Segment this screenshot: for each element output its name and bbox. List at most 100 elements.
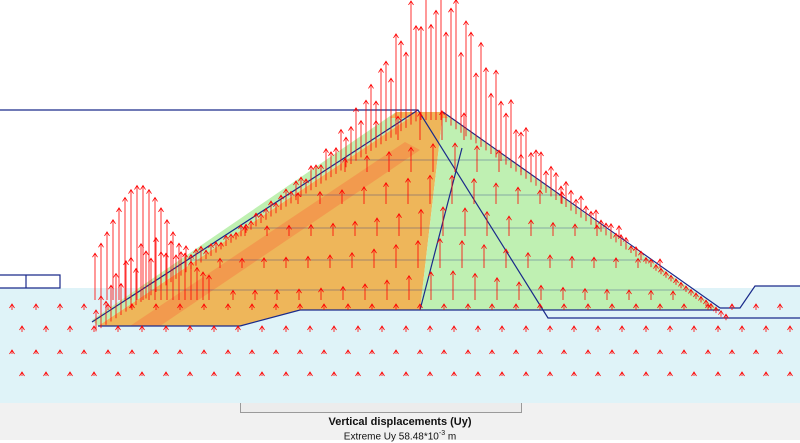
displacement-arrow-icon bbox=[318, 287, 324, 300]
displacement-arrow-icon bbox=[19, 371, 25, 377]
displacement-arrow-icon bbox=[153, 303, 159, 310]
displacement-arrow-icon bbox=[437, 238, 443, 268]
displacement-arrow-icon bbox=[547, 325, 553, 332]
displacement-arrow-icon bbox=[211, 325, 217, 332]
displacement-arrow-icon bbox=[691, 325, 697, 332]
displacement-arrow-icon bbox=[619, 325, 625, 332]
displacement-arrow-icon bbox=[693, 292, 699, 300]
displacement-arrow-icon bbox=[384, 279, 390, 300]
displacement-arrow-icon bbox=[345, 303, 351, 310]
displacement-arrow-icon bbox=[439, 110, 445, 140]
displacement-arrow-icon bbox=[478, 41, 484, 147]
displacement-arrow-icon bbox=[187, 325, 193, 332]
displacement-arrow-icon bbox=[361, 186, 367, 204]
displacement-arrow-icon bbox=[705, 303, 711, 310]
displacement-arrow-icon bbox=[263, 207, 269, 220]
displacement-arrow-icon bbox=[633, 349, 639, 355]
displacement-arrow-icon bbox=[523, 325, 529, 332]
displacement-arrow-icon bbox=[268, 200, 274, 217]
displacement-arrow-icon bbox=[403, 51, 409, 128]
displacement-arrow-icon bbox=[537, 303, 543, 310]
displacement-arrow-icon bbox=[673, 278, 679, 285]
displacement-arrow-icon bbox=[681, 349, 687, 355]
displacement-arrow-icon bbox=[763, 325, 769, 332]
displacement-arrow-icon bbox=[483, 67, 489, 151]
displacement-arrow-icon bbox=[396, 212, 402, 236]
displacement-arrow-icon bbox=[787, 371, 793, 377]
displacement-arrow-icon bbox=[286, 224, 292, 236]
displacement-arrow-icon bbox=[253, 212, 259, 227]
displacement-arrow-icon bbox=[427, 371, 433, 377]
displacement-arrow-icon bbox=[230, 289, 236, 300]
displacement-arrow-icon bbox=[198, 245, 204, 263]
displacement-arrow-icon bbox=[33, 303, 39, 310]
displacement-arrow-icon bbox=[239, 257, 245, 268]
displacement-arrow-icon bbox=[653, 263, 659, 271]
displacement-arrow-icon bbox=[705, 349, 711, 355]
displacement-arrow-icon bbox=[595, 325, 601, 332]
displacement-arrow-icon bbox=[488, 92, 494, 154]
displacement-arrow-icon bbox=[493, 182, 499, 204]
displacement-arrow-icon bbox=[383, 182, 389, 204]
displacement-arrow-icon bbox=[378, 67, 384, 145]
displacement-arrow-icon bbox=[633, 303, 639, 310]
displacement-arrow-icon bbox=[133, 267, 139, 306]
displacement-arrow-icon bbox=[663, 271, 669, 278]
displacement-arrow-icon bbox=[648, 289, 654, 300]
displacement-arrow-icon bbox=[595, 371, 601, 377]
displacement-arrow-icon bbox=[328, 151, 334, 178]
upstream-filter-zone bbox=[130, 142, 420, 326]
displacement-arrow-icon bbox=[259, 371, 265, 377]
dam-cross-section bbox=[0, 0, 800, 415]
displacement-arrow-icon bbox=[459, 239, 465, 268]
displacement-arrow-icon bbox=[355, 371, 361, 377]
displacement-arrows bbox=[9, 0, 793, 377]
displacement-arrow-icon bbox=[177, 303, 183, 310]
displacement-arrow-icon bbox=[340, 285, 346, 300]
displacement-arrow-icon bbox=[369, 349, 375, 355]
displacement-arrow-icon bbox=[318, 164, 324, 184]
displacement-arrow-icon bbox=[668, 274, 674, 282]
displacement-arrow-icon bbox=[623, 236, 629, 250]
displacement-arrow-icon bbox=[638, 250, 644, 261]
displacement-arrow-icon bbox=[115, 325, 121, 332]
displacement-arrow-icon bbox=[533, 149, 539, 186]
displacement-arrow-icon bbox=[57, 303, 63, 310]
displacement-arrow-icon bbox=[609, 303, 615, 310]
displacement-arrow-icon bbox=[398, 40, 404, 132]
displacement-arrow-icon bbox=[238, 224, 244, 237]
displacement-arrow-icon bbox=[499, 325, 505, 332]
displacement-arrow-icon bbox=[618, 234, 624, 246]
displacement-arrow-icon bbox=[578, 195, 584, 218]
displacement-arrow-icon bbox=[104, 231, 110, 300]
displacement-arrow-icon bbox=[441, 349, 447, 355]
displacement-arrow-icon bbox=[105, 349, 111, 355]
displacement-arrow-icon bbox=[528, 219, 534, 236]
displacement-arrow-icon bbox=[264, 225, 270, 236]
displacement-arrow-icon bbox=[763, 371, 769, 377]
displacement-arrow-icon bbox=[657, 258, 663, 268]
displacement-arrow-icon bbox=[462, 207, 468, 236]
displacement-arrow-icon bbox=[560, 286, 566, 300]
displacement-arrow-icon bbox=[508, 99, 514, 169]
displacement-arrow-icon bbox=[278, 194, 284, 210]
displacement-arrow-icon bbox=[393, 303, 399, 310]
displacement-arrow-icon bbox=[379, 371, 385, 377]
displacement-arrow-icon bbox=[591, 256, 597, 268]
displacement-arrow-icon bbox=[723, 313, 729, 321]
displacement-arrow-icon bbox=[339, 189, 345, 204]
displacement-arrow-icon bbox=[428, 271, 434, 300]
displacement-arrow-icon bbox=[516, 281, 522, 300]
displacement-arrow-icon bbox=[173, 254, 179, 279]
displacement-arrow-icon bbox=[261, 257, 267, 268]
extreme-prefix: Extreme Uy 58.48*10 bbox=[343, 431, 439, 443]
displacement-arrow-icon bbox=[553, 171, 559, 200]
displacement-arrow-icon bbox=[297, 303, 303, 310]
horizontal-scrollbar[interactable] bbox=[240, 403, 522, 413]
displacement-arrow-icon bbox=[338, 128, 344, 171]
displacement-arrow-icon bbox=[298, 176, 304, 197]
displacement-arrow-icon bbox=[371, 248, 377, 268]
displacement-arrow-icon bbox=[643, 256, 649, 264]
displacement-arrow-icon bbox=[67, 371, 73, 377]
